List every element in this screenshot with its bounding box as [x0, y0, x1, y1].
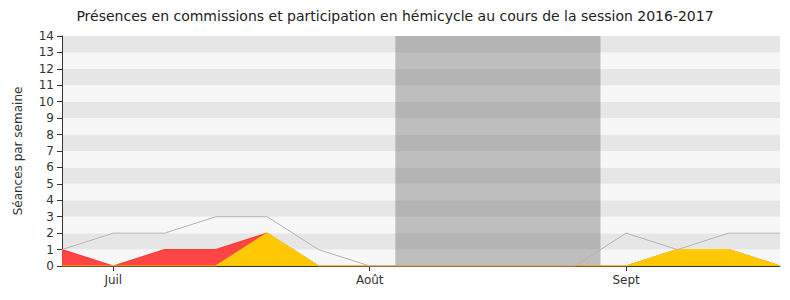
svg-text:Séances par semaine: Séances par semaine: [11, 87, 25, 216]
svg-text:11: 11: [39, 78, 54, 92]
svg-text:14: 14: [39, 29, 54, 43]
svg-text:Juil: Juil: [103, 273, 122, 287]
svg-text:13: 13: [39, 45, 54, 59]
svg-text:8: 8: [46, 128, 54, 142]
svg-text:2: 2: [46, 226, 54, 240]
svg-text:0: 0: [46, 259, 54, 273]
svg-text:Août: Août: [356, 273, 384, 287]
svg-text:7: 7: [46, 144, 54, 158]
svg-text:Présences en commissions et pa: Présences en commissions et participatio…: [76, 8, 713, 24]
svg-text:3: 3: [46, 210, 54, 224]
svg-text:5: 5: [46, 177, 54, 191]
svg-text:12: 12: [39, 62, 54, 76]
svg-text:1: 1: [46, 243, 54, 257]
svg-text:4: 4: [46, 193, 54, 207]
svg-text:6: 6: [46, 160, 54, 174]
svg-text:9: 9: [46, 111, 54, 125]
svg-text:10: 10: [39, 95, 54, 109]
svg-text:Sept: Sept: [612, 273, 640, 287]
